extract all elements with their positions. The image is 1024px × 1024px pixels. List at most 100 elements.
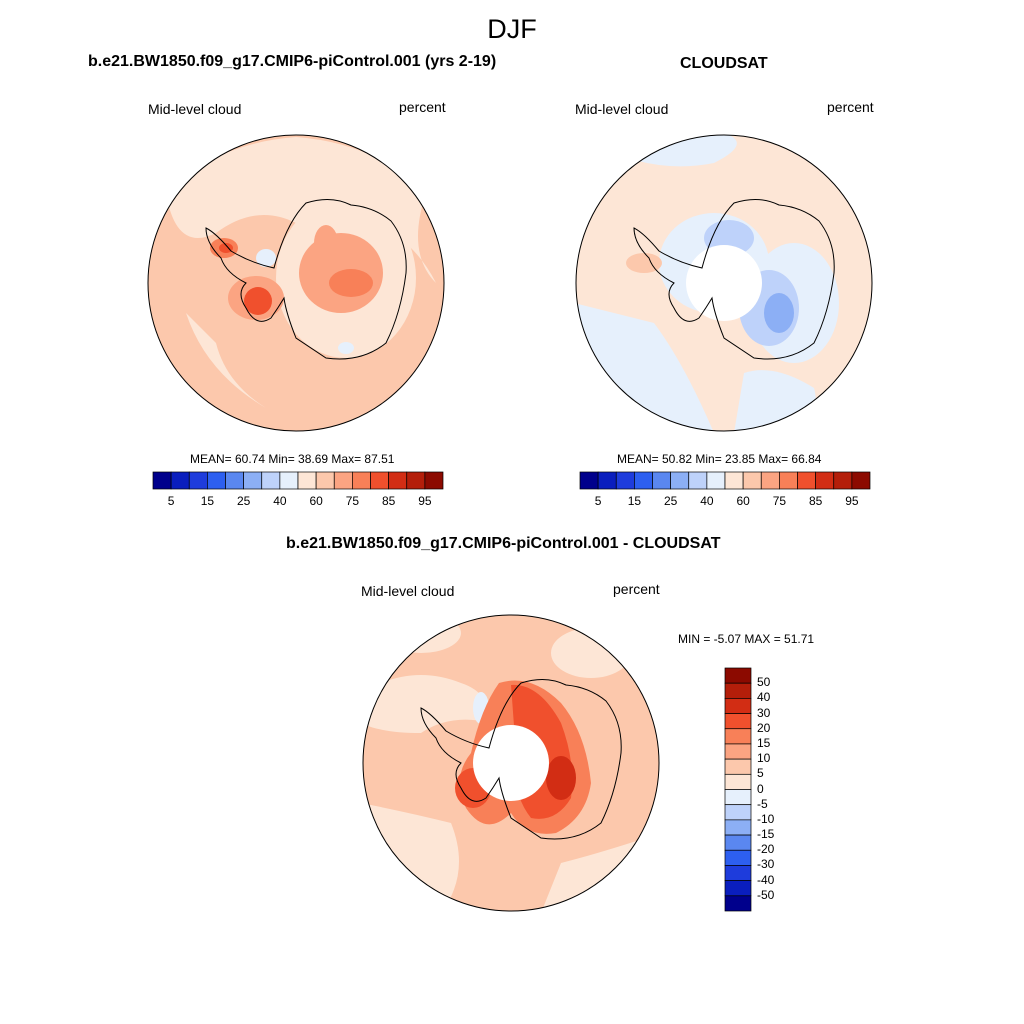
colorbar-tick-label: 30 [757,705,771,720]
colorbar-box [297,471,317,490]
colorbar-box [634,471,653,490]
polar-map-obs [575,134,873,432]
colorbar-box [333,471,353,490]
colorbar-box [724,713,752,730]
colorbar-box [688,471,708,490]
colorbar-tick-label: 85 [808,494,823,508]
colorbar-tick-label: 60 [736,494,750,508]
units-label-diff: percent [613,581,660,597]
colorbar-tick-label: 40 [757,690,771,705]
colorbar-tick-label: 95 [418,494,432,508]
colorbar-tick-label: 75 [345,494,360,508]
colorbar-box [352,471,371,490]
stats-model: MEAN= 60.74 Min= 38.69 Max= 87.51 [190,452,395,466]
panel-title-obs: CLOUDSAT [680,55,768,72]
colorbar-tick-label: -5 [757,796,768,811]
colorbar-ticks-diff: 50 40 30 20 15 10 5 0 -5 -10 -15 -20 -30 -40 -50 [757,668,797,911]
colorbar-tick-label: 5 [757,766,764,781]
colorbar-tick-label: -40 [757,872,775,887]
colorbar-box [170,471,190,490]
colorbar-tick-label: 15 [757,735,771,750]
colorbar-box [615,471,635,490]
colorbar-tick-label: 25 [236,494,251,508]
colorbar-box [760,471,780,490]
colorbar-box [424,471,444,490]
colorbar-box [851,471,871,490]
colorbar-box [207,471,226,490]
colorbar-box [833,471,853,490]
colorbar-box [315,471,335,490]
colorbar-tick-label: 85 [381,494,396,508]
colorbar-box [724,758,752,775]
polar-map-model [147,134,445,432]
colorbar-tick-label: -10 [757,811,775,826]
colorbar-box [670,471,690,490]
colorbar-box [724,834,752,851]
colorbar-model [152,471,444,490]
colorbar-box [797,471,816,490]
colorbar-tick-label: 40 [273,494,287,508]
colorbar-box [152,471,172,490]
colorbar-box [779,471,798,490]
colorbar-box [370,471,389,490]
units-label-model: percent [399,99,446,115]
colorbar-box [579,471,599,490]
colorbar-box [279,471,299,490]
colorbar-box [597,471,617,490]
variable-label-diff: Mid-level cloud [361,583,455,599]
colorbar-tick-label: 5 [167,494,175,508]
colorbar-box [406,471,426,490]
colorbar-box [724,682,752,699]
variable-label-obs: Mid-level cloud [575,101,669,117]
colorbar-box [815,471,835,490]
colorbar-box [243,471,263,490]
colorbar-tick-label: 10 [757,751,771,766]
colorbar-tick-label: 20 [757,720,771,735]
colorbar-tick-label: 15 [200,494,215,508]
stats-obs: MEAN= 50.82 Min= 23.85 Max= 66.84 [617,452,822,466]
colorbar-box [724,789,752,806]
colorbar-tick-label: 40 [700,494,714,508]
variable-label-model: Mid-level cloud [148,101,242,117]
colorbar-diff [724,667,752,912]
colorbar-tick-label: 50 [757,675,771,690]
colorbar-tick-label: 25 [663,494,678,508]
colorbar-tick-label: 0 [757,781,764,796]
season-title: DJF [487,14,537,44]
colorbar-box [724,743,752,760]
colorbar-ticks-model: 5 15 25 40 60 75 85 95 [153,494,443,508]
colorbar-tick-label: 5 [594,494,602,508]
panel-title-diff: b.e21.BW1850.f09_g17.CMIP6-piControl.001… [286,535,721,552]
colorbar-box [225,471,244,490]
stats-diff: MIN = -5.07 MAX = 51.71 [678,632,815,646]
colorbar-box [724,728,752,745]
colorbar-box [724,773,752,790]
colorbar-tick-label: -30 [757,857,775,872]
colorbar-box [188,471,208,490]
colorbar-tick-label: -15 [757,827,775,842]
colorbar-box [724,819,752,836]
colorbar-box [724,849,752,866]
colorbar-tick-label: -50 [757,887,775,902]
colorbar-box [742,471,762,490]
colorbar-box [388,471,408,490]
polar-map-diff [362,614,660,912]
colorbar-ticks-obs: 5 15 25 40 60 75 85 95 [580,494,870,508]
colorbar-box [724,698,752,714]
colorbar-tick-label: 60 [309,494,323,508]
colorbar-obs [579,471,871,490]
colorbar-tick-label: 75 [772,494,787,508]
colorbar-box [724,667,752,684]
units-label-obs: percent [827,99,874,115]
colorbar-box [652,471,671,490]
colorbar-tick-label: -20 [757,842,775,857]
colorbar-tick-label: 95 [845,494,859,508]
colorbar-box [724,471,744,490]
colorbar-box [724,804,752,821]
colorbar-box [261,471,281,490]
colorbar-box [724,865,752,881]
colorbar-box [706,471,726,490]
colorbar-tick-label: 15 [627,494,642,508]
panel-title-model: b.e21.BW1850.f09_g17.CMIP6-piControl.001… [88,53,497,70]
colorbar-box [724,895,752,912]
